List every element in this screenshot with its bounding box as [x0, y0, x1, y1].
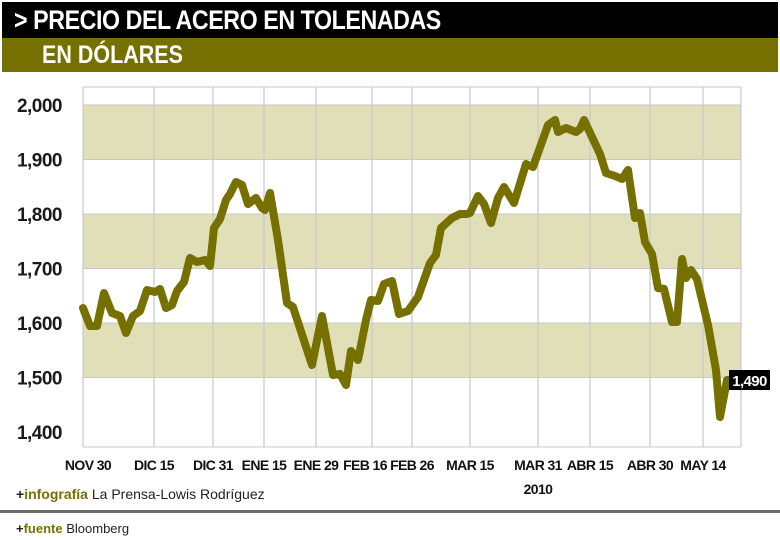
y-tick-label: 1,900: [17, 151, 62, 172]
y-tick-label: 1,700: [17, 260, 62, 281]
x-tick-label: ABR 30: [627, 457, 674, 473]
infografia-value: La Prensa-Lowis Rodríguez: [91, 486, 265, 502]
year-label: 2010: [524, 481, 554, 497]
x-tick-label: FEB 26: [390, 457, 435, 473]
title-label: PRECIO DEL ACERO EN TOLENADAS: [33, 5, 441, 35]
line-chart: 2,000 1,900 1,800 1,700 1,600 1,500 1,400 NOV …: [17, 86, 770, 497]
infografia-label: infografía: [24, 486, 88, 502]
x-tick-label: FEB 16: [343, 457, 388, 473]
x-tick-label: DIC 31: [193, 457, 234, 473]
x-tick-label: ABR 15: [567, 457, 614, 473]
y-tick-label: 1,500: [17, 369, 62, 390]
x-tick-label: MAR 31: [514, 457, 563, 473]
y-tick-label: 1,600: [17, 314, 62, 335]
plus-icon: +: [16, 486, 25, 502]
y-tick-label: 2,000: [17, 96, 62, 117]
source-credit: +fuente Bloomberg: [16, 521, 129, 536]
subtitle-bar: EN DÓLARES: [2, 38, 778, 72]
y-tick-label: 1,400: [17, 423, 62, 444]
infografia-credit: +infografía La Prensa-Lowis Rodríguez: [16, 486, 265, 502]
gridlines: [82, 86, 742, 448]
x-tick-label: ENE 15: [242, 457, 287, 473]
y-tick-label: 1,800: [17, 205, 62, 226]
last-value-label: 1,490: [729, 370, 770, 390]
svg-text:1,490: 1,490: [732, 373, 767, 390]
x-tick-label: MAR 15: [446, 457, 495, 473]
chart-title: > PRECIO DEL ACERO EN TOLENADAS: [14, 5, 441, 36]
x-tick-label: ENE 29: [294, 457, 339, 473]
x-tick-label: NOV 30: [65, 457, 112, 473]
plus-icon: +: [16, 521, 24, 536]
x-tick-label: DIC 15: [134, 457, 175, 473]
y-axis: 2,000 1,900 1,800 1,700 1,600 1,500 1,400: [17, 96, 63, 444]
price-line: [79, 116, 734, 421]
chart-subtitle: EN DÓLARES: [42, 41, 183, 69]
x-tick-label: MAY 14: [680, 457, 726, 473]
divider: [0, 510, 780, 513]
title-bar: > PRECIO DEL ACERO EN TOLENADAS: [2, 2, 778, 38]
fuente-value: Bloomberg: [66, 521, 130, 536]
fuente-label: fuente: [23, 521, 63, 536]
arrow-icon: >: [14, 5, 28, 35]
x-axis: NOV 30 DIC 15 DIC 31 ENE 15 ENE 29 FEB 16 FEB …: [65, 457, 727, 497]
